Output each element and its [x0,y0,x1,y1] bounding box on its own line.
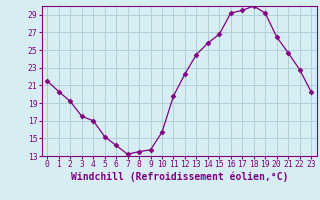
X-axis label: Windchill (Refroidissement éolien,°C): Windchill (Refroidissement éolien,°C) [70,172,288,182]
